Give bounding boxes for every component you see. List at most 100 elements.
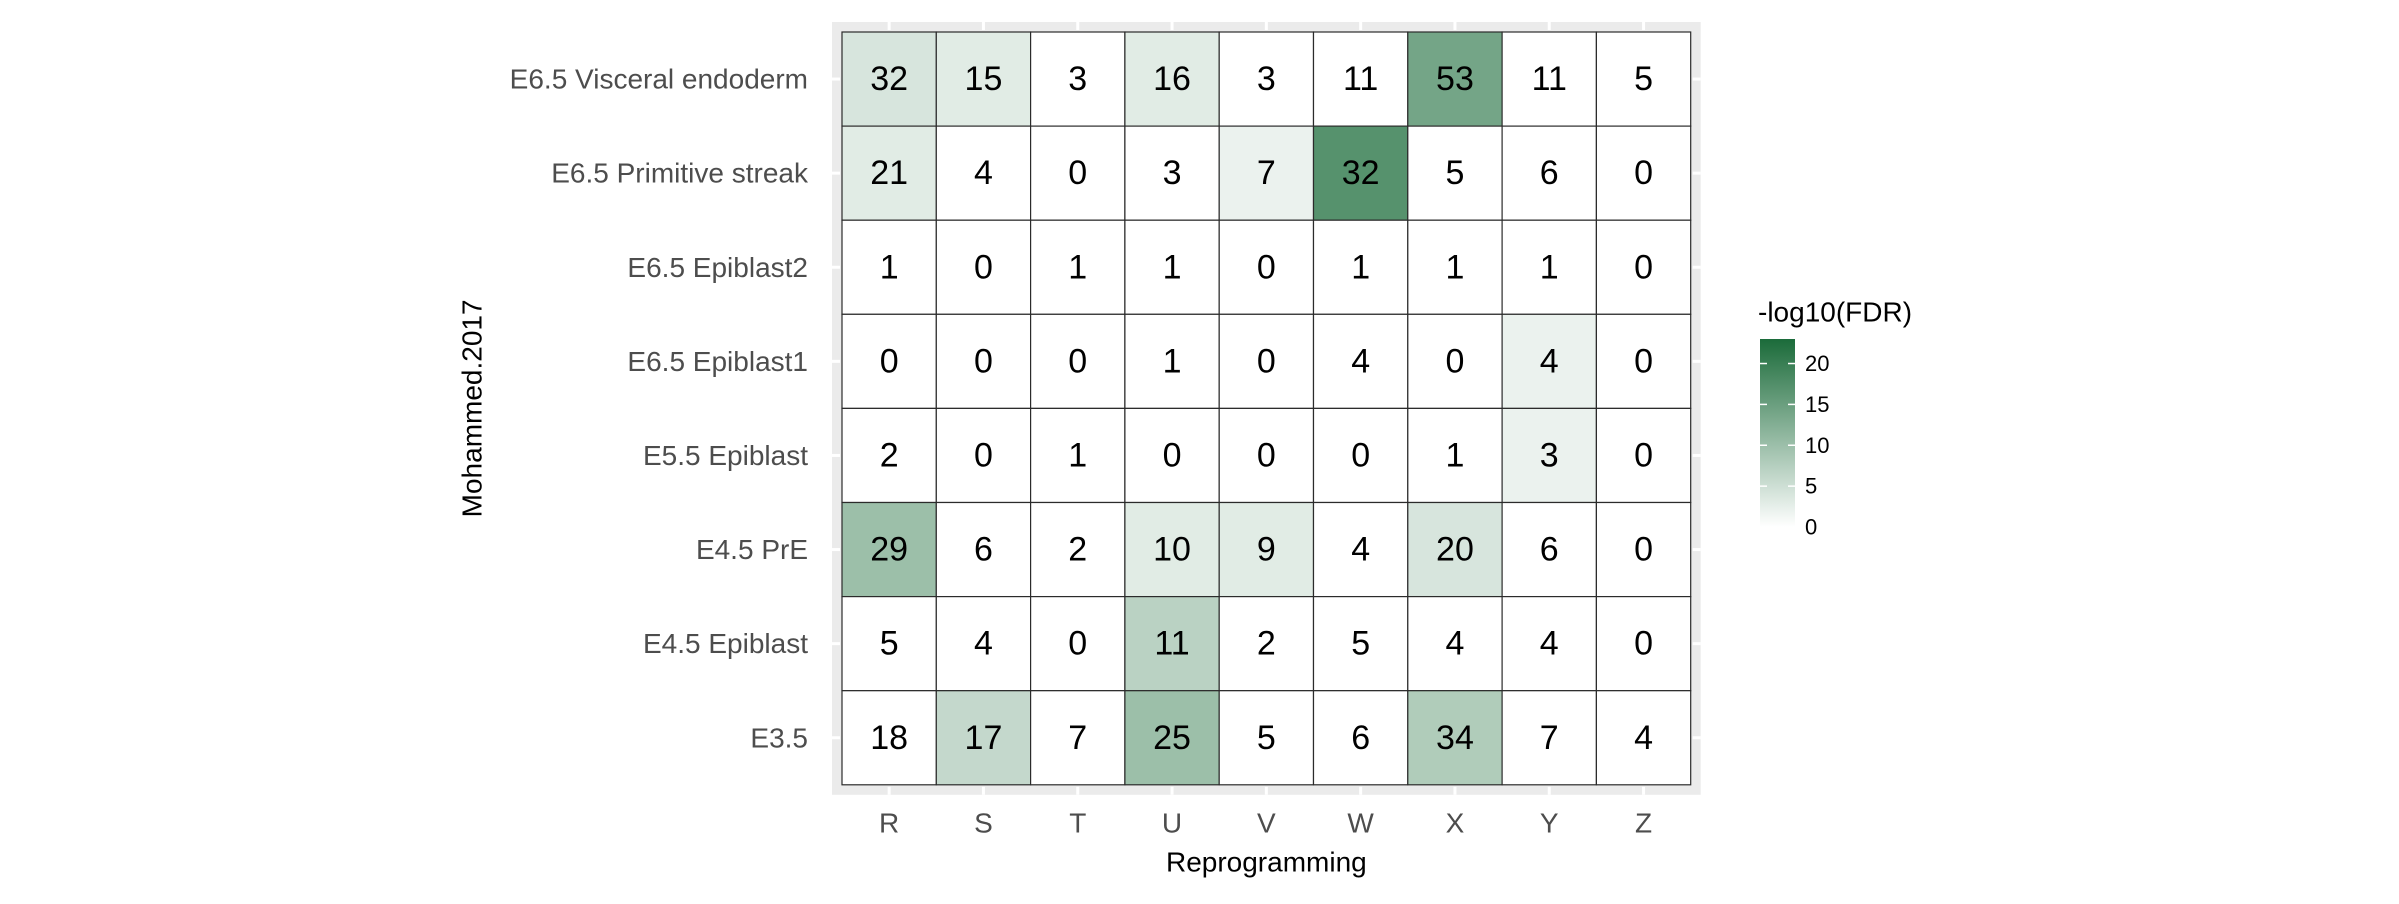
- cell-value-label: 11: [1154, 625, 1189, 663]
- cell-value-label: 1: [1068, 436, 1087, 474]
- legend-tick-label: 15: [1805, 392, 1829, 417]
- cell-value-label: 9: [1257, 531, 1276, 569]
- cell-value-label: 4: [1540, 625, 1559, 663]
- y-tick-label: E6.5 Epiblast2: [627, 252, 808, 283]
- cell-value-label: 0: [1257, 342, 1276, 380]
- heatmap-cell: [1312, 501, 1409, 598]
- cell-value-label: 5: [1445, 154, 1464, 192]
- x-tick-label: S: [974, 808, 993, 839]
- heatmap-cell: [1124, 501, 1220, 598]
- cell-value-label: 0: [1068, 625, 1087, 663]
- heatmap-cell: [1407, 407, 1503, 504]
- cell-value-label: 11: [1343, 60, 1378, 98]
- heatmap-cell: [1407, 219, 1503, 315]
- y-tick-label: E6.5 Primitive streak: [551, 158, 809, 189]
- cell-value-label: 15: [965, 60, 1003, 98]
- heatmap-cell: [1218, 31, 1315, 127]
- cell-value-label: 25: [1153, 719, 1191, 757]
- heatmap-cell: [1501, 125, 1597, 221]
- heatmap-cell: [1312, 407, 1409, 504]
- x-tick-label: Y: [1540, 808, 1559, 839]
- cell-value-label: 0: [1351, 436, 1370, 474]
- cell-value-label: 34: [1436, 719, 1474, 757]
- cell-value-label: 1: [1163, 342, 1182, 380]
- cell-value-label: 29: [870, 531, 908, 569]
- heatmap-cell: [1595, 501, 1692, 598]
- heatmap-cell: [1029, 125, 1126, 221]
- heatmap-cell: [935, 313, 1032, 409]
- cell-value-label: 1: [1351, 248, 1370, 286]
- cell-value-label: 0: [1257, 248, 1276, 286]
- heatmap-cell: [1595, 595, 1692, 692]
- y-tick-label: E6.5 Visceral endoderm: [510, 64, 808, 95]
- cell-value-label: 0: [1257, 436, 1276, 474]
- cell-value-label: 0: [974, 248, 993, 286]
- cell-value-label: 7: [1068, 719, 1087, 757]
- cell-value-label: 3: [1163, 154, 1182, 192]
- cell-value-label: 16: [1153, 60, 1191, 98]
- cell-value-label: 0: [1634, 248, 1653, 286]
- heatmap-cell: [1407, 313, 1503, 409]
- heatmap-cell: [1407, 31, 1503, 127]
- heatmap-cell: [1595, 407, 1692, 504]
- heatmap-cell: [1501, 313, 1597, 409]
- legend-tick-label: 0: [1805, 515, 1817, 540]
- heatmap-cell: [1218, 595, 1315, 692]
- heatmap-cell: [1595, 31, 1692, 127]
- heatmap-cell: [1029, 313, 1126, 409]
- heatmap-cell: [1218, 407, 1315, 504]
- heatmap-cell: [1029, 595, 1126, 692]
- heatmap-cell: [935, 501, 1032, 598]
- heatmap-cell: [1407, 501, 1503, 598]
- cell-value-label: 5: [880, 625, 899, 663]
- heatmap-cell: [1218, 125, 1315, 221]
- y-tick-label: E5.5 Epiblast: [643, 440, 808, 471]
- cell-value-label: 5: [1634, 60, 1653, 98]
- cell-value-label: 1: [880, 248, 899, 286]
- heatmap-cell: [1501, 31, 1597, 127]
- cell-value-label: 0: [1068, 342, 1087, 380]
- cell-value-label: 4: [1351, 342, 1370, 380]
- cell-value-label: 0: [1634, 154, 1653, 192]
- cell-value-label: 21: [870, 154, 908, 192]
- heatmap-cell: [1124, 125, 1220, 221]
- cell-value-label: 4: [1445, 625, 1464, 663]
- heatmap-cell: [1407, 125, 1503, 221]
- heatmap-cell: [1029, 219, 1126, 315]
- heatmap-cell: [1407, 595, 1503, 692]
- x-tick-label: U: [1162, 808, 1182, 839]
- cell-value-label: 5: [1257, 719, 1276, 757]
- cell-value-label: 53: [1436, 60, 1474, 98]
- heatmap-cell: [841, 595, 937, 692]
- heatmap-cell: [841, 31, 937, 127]
- heatmap-cell: [935, 125, 1032, 221]
- y-tick-label: E4.5 PrE: [696, 534, 808, 565]
- heatmap-cell: [1595, 125, 1692, 221]
- cell-value-label: 0: [1634, 531, 1653, 569]
- cell-value-label: 3: [1068, 60, 1087, 98]
- heatmap-cell: [935, 595, 1032, 692]
- cell-value-label: 2: [1257, 625, 1276, 663]
- legend-tick-label: 5: [1805, 474, 1817, 499]
- legend-title: -log10(FDR): [1758, 297, 1912, 328]
- cell-value-label: 0: [1634, 436, 1653, 474]
- heatmap-cell: [1312, 313, 1409, 409]
- heatmap-cell: [1501, 501, 1597, 598]
- heatmap-cell: [1124, 407, 1220, 504]
- x-tick-label: W: [1347, 808, 1374, 839]
- cell-value-label: 0: [1445, 342, 1464, 380]
- cell-value-label: 0: [1634, 342, 1653, 380]
- y-tick-label: E4.5 Epiblast: [643, 628, 808, 659]
- cell-value-label: 0: [1163, 436, 1182, 474]
- heatmap-cell: [1595, 690, 1692, 786]
- cell-value-label: 6: [974, 531, 993, 569]
- heatmap-cell: [1218, 219, 1315, 315]
- cell-value-label: 2: [880, 436, 899, 474]
- x-tick-label: X: [1446, 808, 1465, 839]
- cell-value-label: 3: [1540, 436, 1559, 474]
- cell-value-label: 10: [1153, 531, 1191, 569]
- cell-value-label: 1: [1163, 248, 1182, 286]
- cell-value-label: 0: [880, 342, 899, 380]
